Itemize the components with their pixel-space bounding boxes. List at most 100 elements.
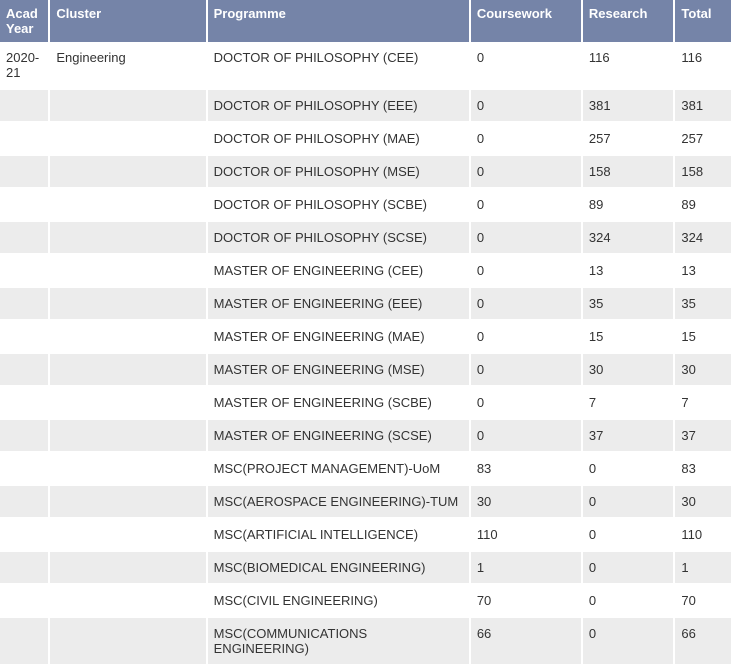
cell-research: 381 — [582, 89, 675, 122]
cell-coursework: 0 — [470, 254, 582, 287]
cell-research: 116 — [582, 42, 675, 89]
table-row: MSC(PROJECT MANAGEMENT)-UoM83083 — [0, 452, 731, 485]
table-row: DOCTOR OF PHILOSOPHY (MAE)0257257 — [0, 122, 731, 155]
table-row: DOCTOR OF PHILOSOPHY (MSE)0158158 — [0, 155, 731, 188]
cell-total: 381 — [674, 89, 731, 122]
table-row: MASTER OF ENGINEERING (CEE)01313 — [0, 254, 731, 287]
cell-research: 7 — [582, 386, 675, 419]
table-row: 2020-21EngineeringDOCTOR OF PHILOSOPHY (… — [0, 42, 731, 89]
cell-cluster — [49, 254, 206, 287]
cell-programme: MSC(CIVIL ENGINEERING) — [207, 584, 470, 617]
cell-cluster — [49, 386, 206, 419]
cell-total: 83 — [674, 452, 731, 485]
cell-cluster — [49, 122, 206, 155]
cell-total: 89 — [674, 188, 731, 221]
cell-total: 66 — [674, 617, 731, 665]
col-header-cluster: Cluster — [49, 0, 206, 42]
table-row: MSC(CIVIL ENGINEERING)70070 — [0, 584, 731, 617]
cell-coursework: 0 — [470, 320, 582, 353]
col-header-coursework: Coursework — [470, 0, 582, 42]
cell-total: 30 — [674, 353, 731, 386]
cell-coursework: 1 — [470, 551, 582, 584]
cell-cluster — [49, 584, 206, 617]
cell-coursework: 0 — [470, 42, 582, 89]
cell-cluster — [49, 518, 206, 551]
cell-total: 7 — [674, 386, 731, 419]
cell-acad_year — [0, 518, 49, 551]
table-body: 2020-21EngineeringDOCTOR OF PHILOSOPHY (… — [0, 42, 731, 665]
cell-total: 257 — [674, 122, 731, 155]
cell-cluster — [49, 89, 206, 122]
cell-cluster: Engineering — [49, 42, 206, 89]
cell-programme: MASTER OF ENGINEERING (MSE) — [207, 353, 470, 386]
cell-coursework: 66 — [470, 617, 582, 665]
table-row: DOCTOR OF PHILOSOPHY (SCBE)08989 — [0, 188, 731, 221]
cell-research: 35 — [582, 287, 675, 320]
cell-programme: MSC(AEROSPACE ENGINEERING)-TUM — [207, 485, 470, 518]
cell-programme: MSC(COMMUNICATIONS ENGINEERING) — [207, 617, 470, 665]
cell-research: 324 — [582, 221, 675, 254]
cell-acad_year — [0, 221, 49, 254]
cell-programme: DOCTOR OF PHILOSOPHY (CEE) — [207, 42, 470, 89]
cell-acad_year — [0, 155, 49, 188]
table-row: MASTER OF ENGINEERING (SCBE)077 — [0, 386, 731, 419]
enrolment-table: Acad Year Cluster Programme Coursework R… — [0, 0, 731, 666]
cell-programme: MSC(PROJECT MANAGEMENT)-UoM — [207, 452, 470, 485]
cell-coursework: 0 — [470, 287, 582, 320]
cell-acad_year — [0, 584, 49, 617]
cell-total: 324 — [674, 221, 731, 254]
cell-coursework: 0 — [470, 419, 582, 452]
cell-acad_year — [0, 386, 49, 419]
cell-cluster — [49, 320, 206, 353]
cell-cluster — [49, 452, 206, 485]
table-row: DOCTOR OF PHILOSOPHY (SCSE)0324324 — [0, 221, 731, 254]
cell-coursework: 0 — [470, 155, 582, 188]
cell-total: 1 — [674, 551, 731, 584]
cell-coursework: 0 — [470, 89, 582, 122]
cell-coursework: 0 — [470, 122, 582, 155]
cell-programme: DOCTOR OF PHILOSOPHY (MSE) — [207, 155, 470, 188]
cell-total: 110 — [674, 518, 731, 551]
cell-research: 0 — [582, 551, 675, 584]
cell-cluster — [49, 353, 206, 386]
table-row: MASTER OF ENGINEERING (MAE)01515 — [0, 320, 731, 353]
cell-acad_year — [0, 617, 49, 665]
table-row: MSC(BIOMEDICAL ENGINEERING)101 — [0, 551, 731, 584]
cell-research: 89 — [582, 188, 675, 221]
cell-research: 0 — [582, 584, 675, 617]
cell-cluster — [49, 419, 206, 452]
table-row: DOCTOR OF PHILOSOPHY (EEE)0381381 — [0, 89, 731, 122]
cell-total: 70 — [674, 584, 731, 617]
cell-programme: MASTER OF ENGINEERING (MAE) — [207, 320, 470, 353]
table-row: MSC(COMMUNICATIONS ENGINEERING)66066 — [0, 617, 731, 665]
cell-research: 30 — [582, 353, 675, 386]
cell-coursework: 70 — [470, 584, 582, 617]
cell-programme: MASTER OF ENGINEERING (EEE) — [207, 287, 470, 320]
cell-research: 15 — [582, 320, 675, 353]
cell-programme: DOCTOR OF PHILOSOPHY (SCSE) — [207, 221, 470, 254]
cell-total: 15 — [674, 320, 731, 353]
cell-acad_year — [0, 122, 49, 155]
cell-acad_year — [0, 419, 49, 452]
cell-acad_year — [0, 188, 49, 221]
cell-programme: MSC(BIOMEDICAL ENGINEERING) — [207, 551, 470, 584]
col-header-acad-year: Acad Year — [0, 0, 49, 42]
cell-acad_year: 2020-21 — [0, 42, 49, 89]
cell-total: 158 — [674, 155, 731, 188]
cell-acad_year — [0, 485, 49, 518]
col-header-total: Total — [674, 0, 731, 42]
cell-research: 0 — [582, 452, 675, 485]
cell-programme: DOCTOR OF PHILOSOPHY (EEE) — [207, 89, 470, 122]
cell-cluster — [49, 188, 206, 221]
cell-cluster — [49, 485, 206, 518]
cell-cluster — [49, 287, 206, 320]
cell-cluster — [49, 617, 206, 665]
cell-research: 158 — [582, 155, 675, 188]
cell-research: 0 — [582, 518, 675, 551]
cell-cluster — [49, 221, 206, 254]
cell-programme: MASTER OF ENGINEERING (SCSE) — [207, 419, 470, 452]
cell-acad_year — [0, 89, 49, 122]
cell-research: 37 — [582, 419, 675, 452]
cell-programme: DOCTOR OF PHILOSOPHY (MAE) — [207, 122, 470, 155]
cell-acad_year — [0, 452, 49, 485]
